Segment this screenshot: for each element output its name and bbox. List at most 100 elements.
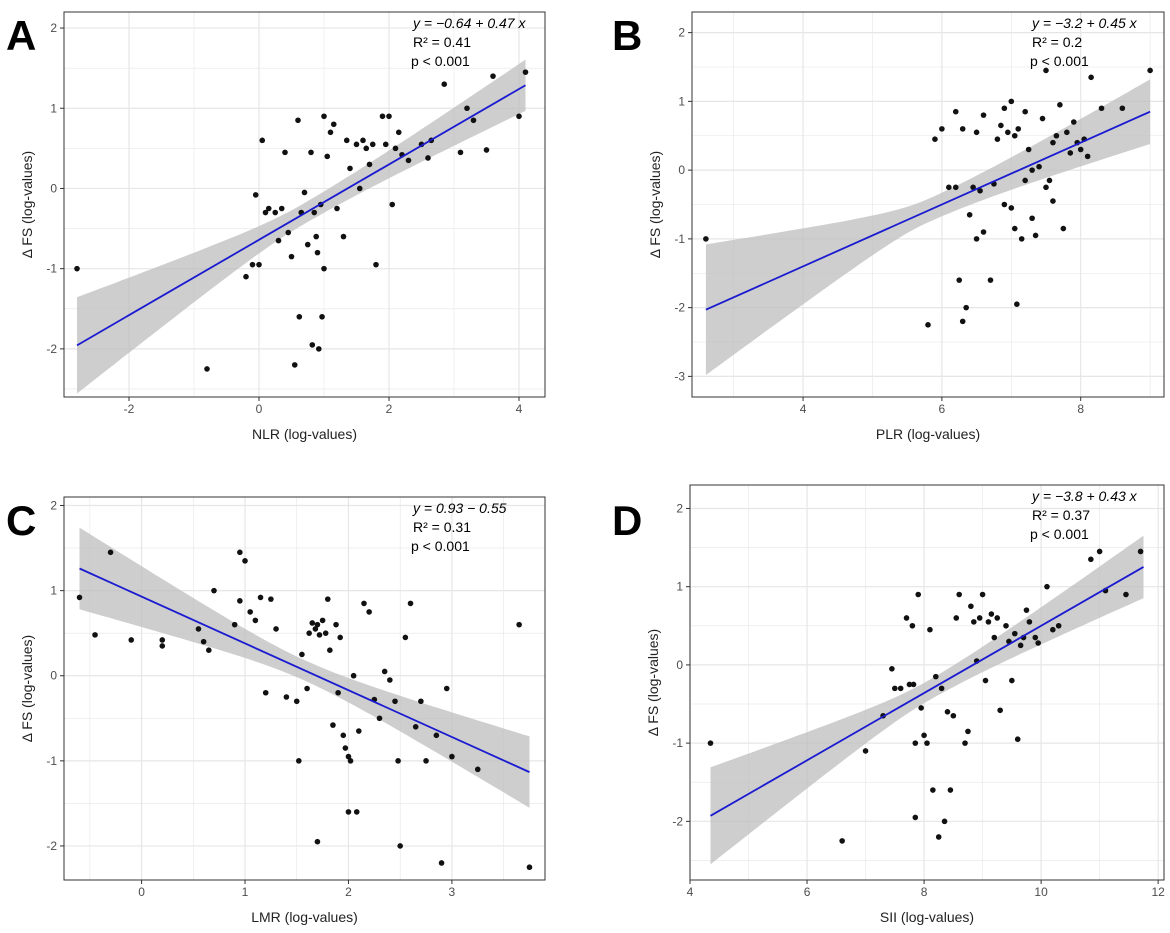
data-point — [927, 626, 933, 633]
data-point — [252, 617, 259, 624]
data-point — [915, 591, 922, 598]
x-tick-label: 8 — [921, 885, 928, 899]
data-point — [1098, 105, 1105, 112]
data-point — [932, 673, 939, 680]
plot-border — [689, 484, 1165, 881]
x-tick-label: 2 — [345, 885, 352, 899]
data-point — [939, 126, 945, 132]
data-point — [319, 313, 325, 320]
data-point — [265, 205, 272, 212]
x-tick-label: 6 — [804, 885, 811, 899]
data-point — [278, 205, 285, 212]
data-point — [925, 322, 931, 328]
x-axis-label: LMR (log-values) — [251, 909, 358, 925]
data-point — [839, 838, 845, 844]
data-point — [159, 643, 166, 649]
data-point — [997, 707, 1003, 714]
data-point — [950, 712, 957, 719]
y-tick-label: -1 — [46, 262, 57, 276]
data-point — [1060, 225, 1067, 232]
data-point — [994, 615, 1001, 621]
data-point — [977, 187, 983, 194]
data-point — [330, 121, 337, 128]
data-point — [516, 113, 522, 120]
confidence-band — [705, 79, 1151, 376]
y-tick-label: -2 — [672, 814, 683, 828]
data-point — [1017, 642, 1024, 649]
data-point — [423, 758, 429, 764]
data-point — [395, 758, 401, 764]
regression-line — [76, 84, 526, 347]
data-point — [921, 732, 927, 739]
data-point — [256, 261, 262, 268]
y-tick-label: 1 — [50, 101, 57, 115]
p-value: p < 0.001 — [411, 538, 470, 554]
data-point — [231, 621, 238, 628]
data-point — [402, 634, 409, 641]
data-point — [1064, 129, 1070, 136]
data-point — [360, 137, 366, 144]
data-point — [381, 668, 388, 675]
data-point — [309, 620, 316, 626]
y-tick-label: -2 — [674, 301, 685, 315]
data-point — [211, 587, 217, 594]
data-point — [932, 136, 938, 142]
data-point — [342, 745, 349, 751]
data-point — [924, 740, 930, 746]
data-point — [92, 632, 98, 638]
data-point — [1035, 640, 1041, 646]
data-point — [962, 740, 968, 746]
data-point — [1050, 626, 1056, 633]
data-point — [1123, 591, 1129, 598]
data-point — [941, 818, 948, 825]
data-point — [1001, 201, 1008, 208]
data-point — [356, 728, 362, 734]
y-tick-label: -3 — [674, 369, 685, 383]
data-point — [956, 277, 963, 283]
data-point — [952, 108, 959, 115]
data-point — [991, 634, 998, 641]
data-point — [470, 117, 477, 124]
data-point — [308, 149, 314, 156]
data-point — [282, 149, 288, 156]
data-point — [206, 647, 212, 653]
data-point — [912, 814, 919, 821]
data-point — [259, 137, 266, 144]
data-point — [956, 591, 962, 598]
data-point — [1050, 198, 1056, 204]
r-squared: R² = 0.37 — [1032, 507, 1090, 523]
y-tick-label: 1 — [50, 584, 57, 598]
data-point — [327, 647, 333, 653]
data-point — [195, 626, 202, 632]
data-point — [1018, 236, 1025, 242]
data-point — [910, 681, 917, 688]
y-tick-label: -2 — [46, 839, 57, 853]
data-point — [526, 864, 533, 871]
data-point — [998, 122, 1004, 129]
data-point — [242, 558, 248, 564]
data-point — [243, 273, 249, 280]
data-point — [407, 600, 414, 607]
data-point — [299, 651, 305, 658]
data-point — [107, 549, 114, 556]
data-point — [366, 609, 372, 615]
data-point — [979, 591, 986, 598]
data-point — [304, 685, 310, 692]
y-tick-label: 2 — [676, 501, 683, 515]
data-point — [1032, 232, 1039, 239]
data-point — [1029, 167, 1035, 173]
data-point — [1011, 630, 1018, 637]
data-point — [1043, 184, 1049, 191]
y-axis-label: Δ FS (log-values) — [19, 635, 35, 742]
data-point — [369, 141, 376, 148]
data-point — [389, 201, 396, 208]
data-point — [1070, 119, 1077, 125]
data-point — [293, 698, 300, 705]
x-tick-label: 3 — [449, 885, 456, 899]
x-tick-label: 10 — [1034, 885, 1048, 899]
data-point — [1055, 622, 1062, 629]
data-point — [1119, 105, 1126, 112]
x-tick-label: 4 — [687, 885, 694, 899]
data-point — [324, 596, 331, 602]
data-point — [405, 157, 412, 164]
